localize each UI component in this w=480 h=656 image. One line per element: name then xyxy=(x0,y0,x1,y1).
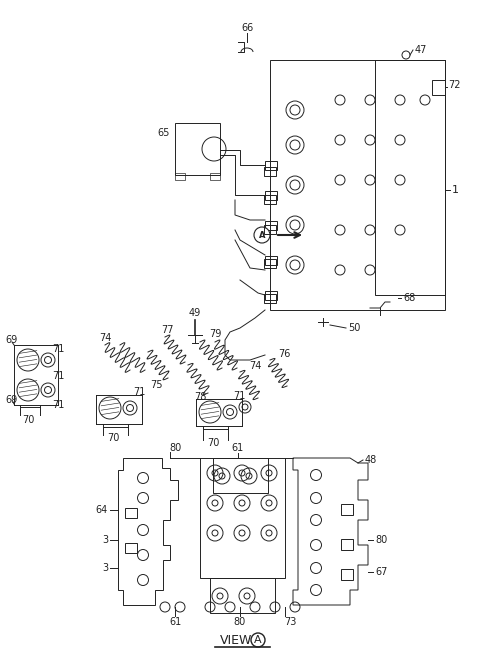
Text: 71: 71 xyxy=(52,371,64,381)
Text: 76: 76 xyxy=(278,349,290,359)
Bar xyxy=(264,167,276,176)
Text: 69: 69 xyxy=(5,335,17,345)
Bar xyxy=(264,294,276,303)
Text: 68: 68 xyxy=(403,293,415,303)
Text: VIEW: VIEW xyxy=(220,634,252,647)
Text: 73: 73 xyxy=(284,617,296,627)
Bar xyxy=(125,543,137,553)
Text: 71: 71 xyxy=(52,400,64,410)
Bar xyxy=(264,195,276,204)
Text: 50: 50 xyxy=(348,323,360,333)
Text: 61: 61 xyxy=(169,617,181,627)
Text: 47: 47 xyxy=(415,45,427,55)
Bar xyxy=(432,80,445,95)
Text: 74: 74 xyxy=(99,333,111,343)
Text: 75: 75 xyxy=(150,380,162,390)
Text: 79: 79 xyxy=(209,329,221,339)
Text: 72: 72 xyxy=(448,80,460,90)
Text: 71: 71 xyxy=(133,387,145,397)
Text: 80: 80 xyxy=(169,443,181,453)
Text: 3: 3 xyxy=(102,535,108,545)
Bar xyxy=(200,458,285,578)
Bar xyxy=(341,569,353,580)
Text: 48: 48 xyxy=(365,455,377,465)
Circle shape xyxy=(254,227,270,243)
Bar xyxy=(175,123,220,175)
Bar xyxy=(213,458,268,493)
Bar xyxy=(264,259,276,268)
Text: 71: 71 xyxy=(52,344,64,354)
Text: 64: 64 xyxy=(96,505,108,515)
Bar xyxy=(265,291,277,300)
Bar xyxy=(265,191,277,200)
Text: 49: 49 xyxy=(189,308,201,318)
Text: 67: 67 xyxy=(375,567,387,577)
Text: 66: 66 xyxy=(241,23,253,33)
Text: A: A xyxy=(254,635,262,645)
Bar xyxy=(264,225,276,234)
Bar xyxy=(210,173,220,180)
Text: 80: 80 xyxy=(234,617,246,627)
Bar xyxy=(375,60,445,295)
Bar xyxy=(175,173,185,180)
Text: 1: 1 xyxy=(452,185,459,195)
Text: 78: 78 xyxy=(194,392,206,402)
Text: A: A xyxy=(259,230,265,239)
Text: 71: 71 xyxy=(233,391,245,401)
Bar xyxy=(341,539,353,550)
Text: 3: 3 xyxy=(102,563,108,573)
Text: 80: 80 xyxy=(375,535,387,545)
Text: 65: 65 xyxy=(157,128,170,138)
Text: 70: 70 xyxy=(107,433,119,443)
Text: 69: 69 xyxy=(5,395,17,405)
Bar xyxy=(210,578,275,613)
Bar xyxy=(265,256,277,265)
Text: 77: 77 xyxy=(161,325,173,335)
Bar xyxy=(125,508,137,518)
Text: 74: 74 xyxy=(249,361,261,371)
Text: 70: 70 xyxy=(22,415,34,425)
Bar xyxy=(341,504,353,515)
Bar xyxy=(265,221,277,230)
Text: 70: 70 xyxy=(207,438,219,448)
Bar xyxy=(265,161,277,170)
Text: 61: 61 xyxy=(232,443,244,453)
Bar xyxy=(270,60,445,310)
